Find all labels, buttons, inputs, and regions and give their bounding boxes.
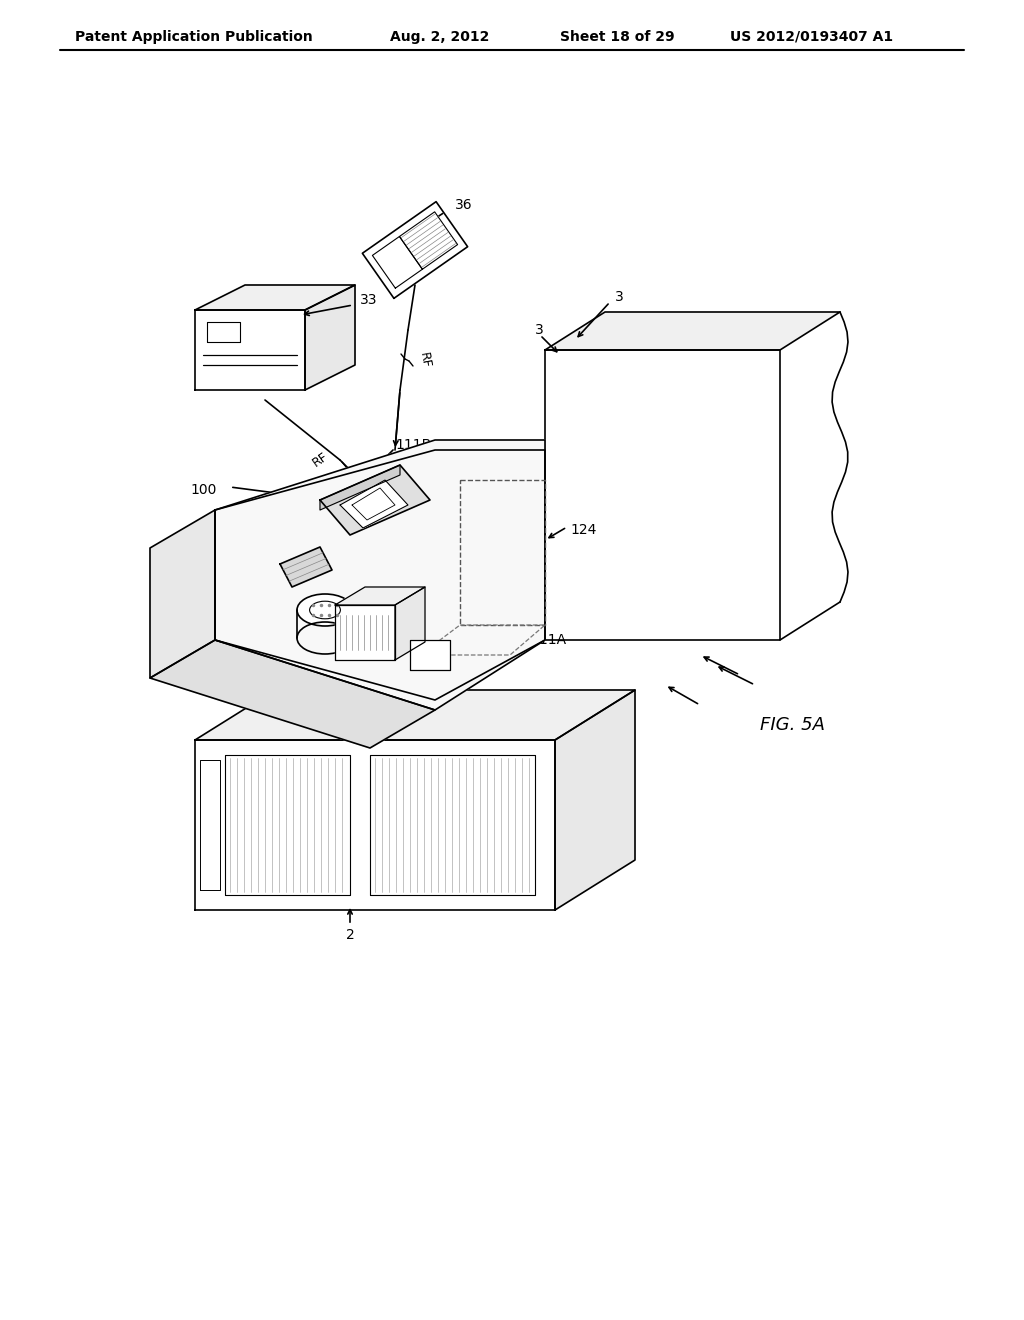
- Text: Patent Application Publication: Patent Application Publication: [75, 30, 312, 44]
- Polygon shape: [362, 202, 468, 298]
- Text: 123A: 123A: [185, 564, 221, 577]
- Polygon shape: [305, 285, 355, 389]
- Polygon shape: [319, 465, 430, 535]
- Text: US 2012/0193407 A1: US 2012/0193407 A1: [730, 30, 893, 44]
- Polygon shape: [225, 755, 350, 895]
- Polygon shape: [555, 690, 635, 909]
- Polygon shape: [195, 690, 635, 741]
- Polygon shape: [335, 587, 425, 605]
- Text: RF: RF: [417, 351, 432, 370]
- Text: FIG. 5A: FIG. 5A: [760, 715, 825, 734]
- Polygon shape: [373, 236, 422, 288]
- Polygon shape: [280, 546, 332, 587]
- Polygon shape: [195, 285, 355, 310]
- Polygon shape: [195, 310, 305, 389]
- Text: Sheet 18 of 29: Sheet 18 of 29: [560, 30, 675, 44]
- Polygon shape: [545, 312, 840, 350]
- Text: 33: 33: [360, 293, 378, 308]
- Ellipse shape: [297, 594, 353, 626]
- Text: RF: RF: [310, 450, 331, 470]
- Text: 111A: 111A: [530, 634, 566, 647]
- Polygon shape: [370, 755, 535, 895]
- Text: 124: 124: [570, 523, 596, 537]
- Polygon shape: [319, 465, 400, 510]
- Text: 2: 2: [346, 928, 354, 942]
- Text: 111C: 111C: [185, 543, 221, 557]
- Polygon shape: [340, 480, 408, 528]
- Polygon shape: [545, 350, 780, 640]
- Polygon shape: [195, 741, 555, 909]
- Text: 111B: 111B: [395, 438, 431, 451]
- Polygon shape: [215, 450, 545, 700]
- Polygon shape: [399, 211, 458, 269]
- Polygon shape: [150, 510, 215, 678]
- Polygon shape: [335, 605, 395, 660]
- Polygon shape: [150, 640, 435, 748]
- Polygon shape: [395, 587, 425, 660]
- Polygon shape: [215, 440, 545, 710]
- Text: 100: 100: [190, 483, 216, 498]
- Text: 3: 3: [535, 323, 544, 337]
- Text: Aug. 2, 2012: Aug. 2, 2012: [390, 30, 489, 44]
- Text: 3: 3: [615, 290, 624, 304]
- Text: 36: 36: [455, 198, 473, 213]
- Polygon shape: [410, 640, 450, 671]
